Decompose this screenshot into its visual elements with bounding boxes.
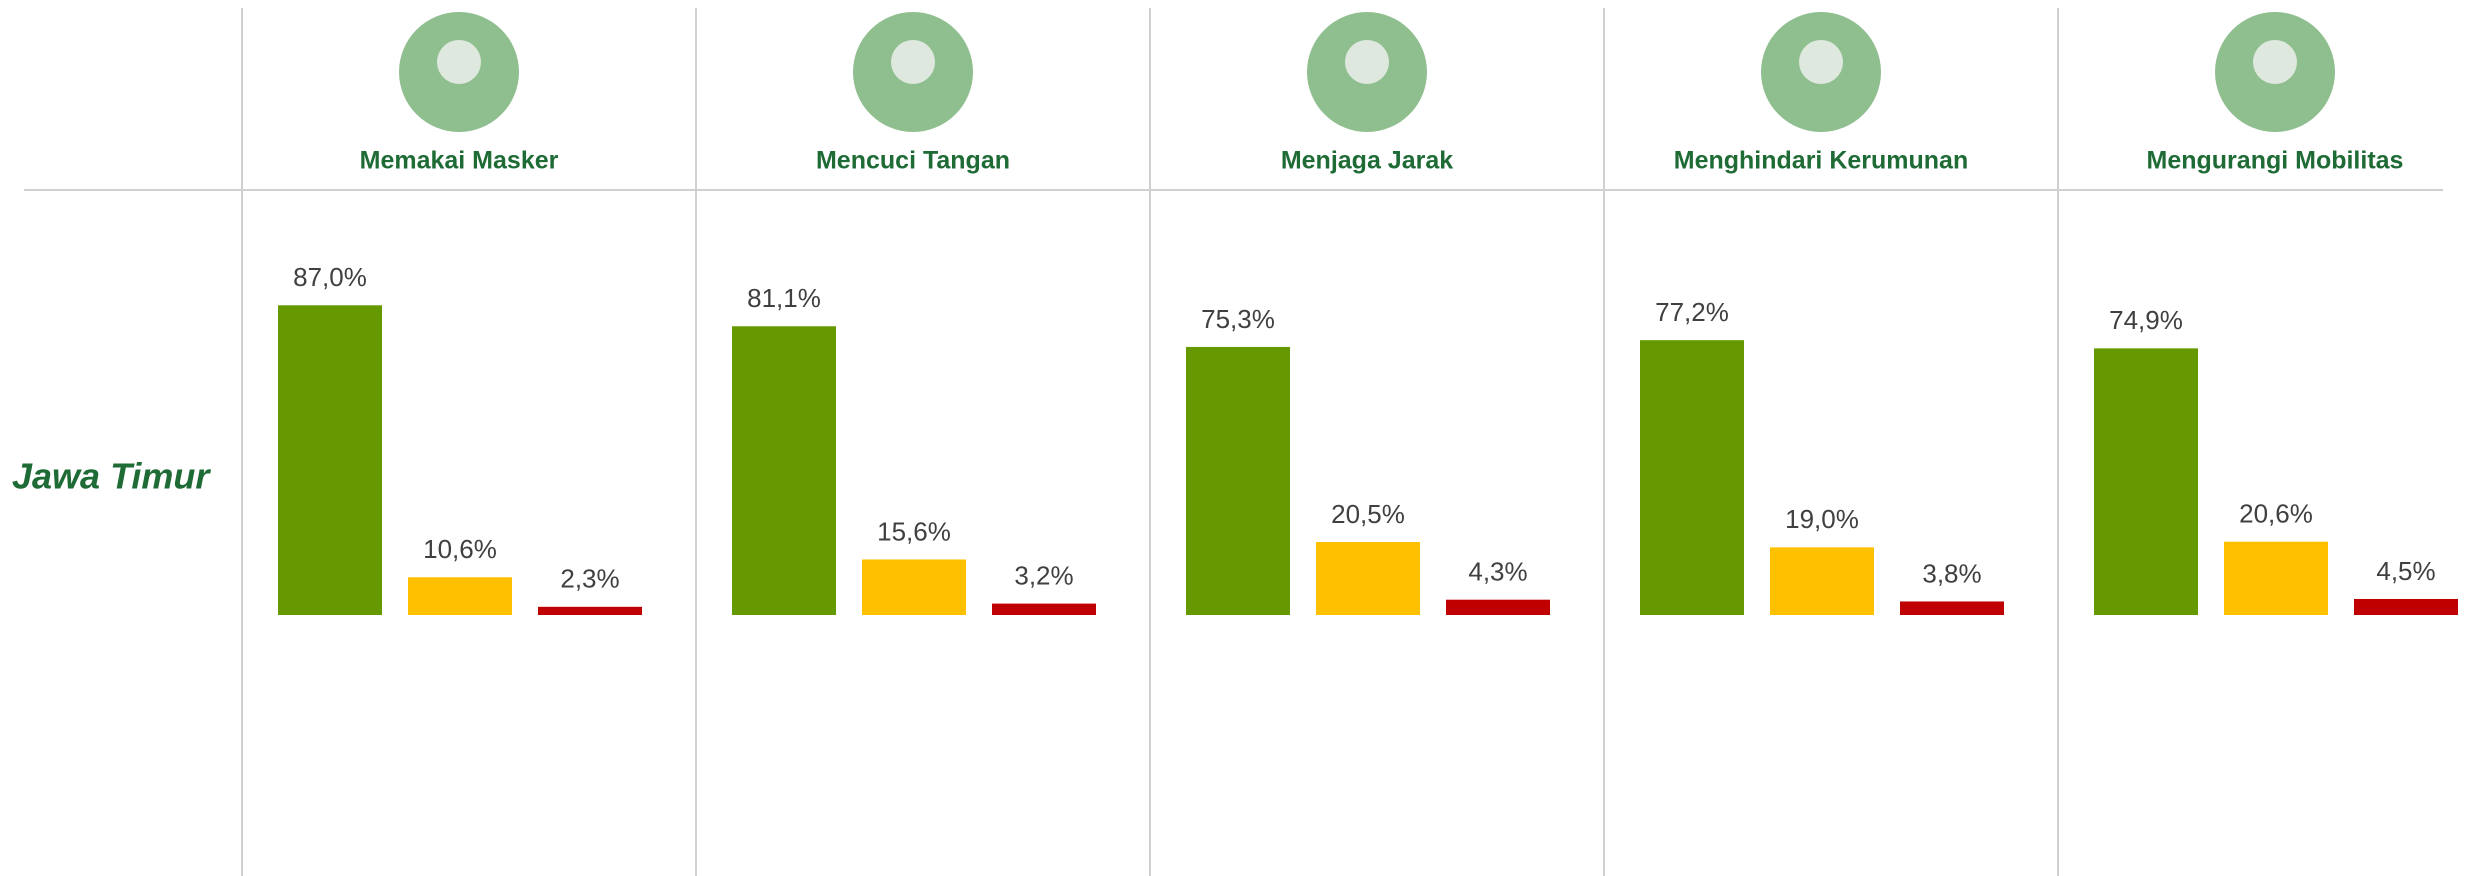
value-label: 10,6% bbox=[423, 534, 497, 564]
icon-detail bbox=[891, 40, 935, 84]
value-label: 74,9% bbox=[2109, 305, 2183, 335]
icon-detail bbox=[1345, 40, 1389, 84]
bar bbox=[732, 326, 836, 615]
value-label: 4,3% bbox=[1468, 557, 1527, 587]
bar bbox=[2354, 598, 2458, 615]
value-label: 3,8% bbox=[1922, 558, 1981, 588]
value-label: 2,3% bbox=[560, 564, 619, 594]
value-label: 77,2% bbox=[1655, 297, 1729, 327]
bar bbox=[2224, 541, 2328, 615]
value-label: 15,6% bbox=[877, 516, 951, 546]
icon-detail bbox=[1799, 40, 1843, 84]
bar bbox=[1900, 601, 2004, 615]
value-label: 19,0% bbox=[1785, 504, 1859, 534]
value-label: 4,5% bbox=[2376, 556, 2435, 586]
row-label: Jawa Timur bbox=[12, 456, 211, 497]
bar bbox=[2094, 348, 2198, 615]
value-label: 87,0% bbox=[293, 262, 367, 292]
panel-title: Menjaga Jarak bbox=[1281, 147, 1453, 175]
icon-detail bbox=[2253, 40, 2297, 84]
panel-title: Memakai Masker bbox=[360, 147, 559, 175]
panel-title: Mencuci Tangan bbox=[816, 147, 1010, 175]
bar bbox=[408, 577, 512, 615]
bar bbox=[992, 603, 1096, 615]
bar bbox=[278, 305, 382, 615]
icon-detail bbox=[437, 40, 481, 84]
panel-title: Mengurangi Mobilitas bbox=[2147, 147, 2404, 175]
value-label: 3,2% bbox=[1014, 560, 1073, 590]
bar bbox=[1316, 542, 1420, 615]
bar bbox=[1640, 340, 1744, 615]
bar bbox=[1186, 346, 1290, 615]
panel-title: Menghindari Kerumunan bbox=[1674, 147, 1968, 175]
bar bbox=[538, 606, 642, 615]
bar bbox=[1446, 599, 1550, 615]
value-label: 75,3% bbox=[1201, 304, 1275, 334]
bar bbox=[862, 559, 966, 615]
value-label: 81,1% bbox=[747, 283, 821, 313]
bar bbox=[1770, 547, 1874, 615]
value-label: 20,6% bbox=[2239, 499, 2313, 529]
value-label: 20,5% bbox=[1331, 499, 1405, 529]
